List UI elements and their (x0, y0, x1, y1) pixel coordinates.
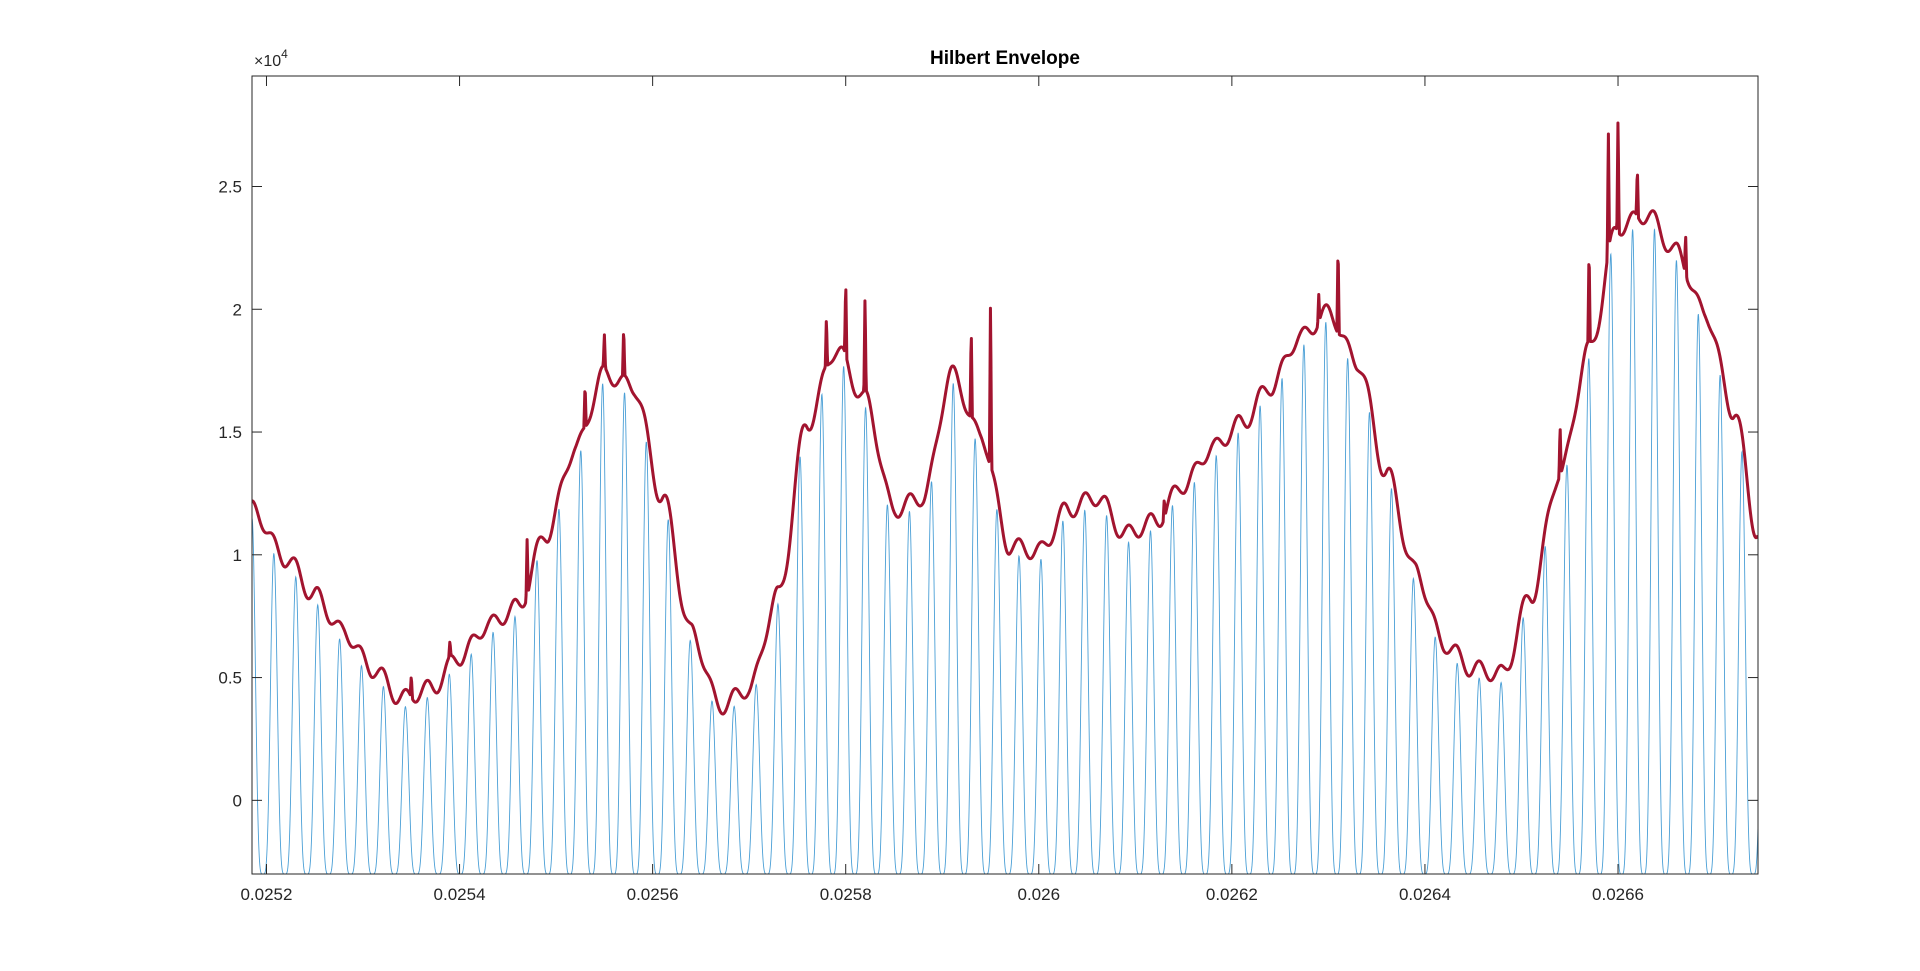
y-tick-label: 0 (233, 791, 242, 810)
y-tick-label: 1.5 (218, 423, 242, 442)
y-tick-label: 1 (233, 546, 242, 565)
y-tick-label: 2 (233, 300, 242, 319)
chart-title: Hilbert Envelope (930, 48, 1080, 69)
y-exponent-power: 4 (281, 47, 288, 61)
y-tick-label: 0.5 (218, 669, 242, 688)
axes-background (252, 76, 1758, 874)
y-axis-ticks: 0 0.5 1 1.5 2 2.5 (218, 177, 1758, 810)
x-axis-ticks: 0.0252 0.0254 0.0256 0.0258 0.026 0.0262 0.026… (240, 76, 1644, 904)
envelope-series (252, 121, 1758, 716)
x-tick-label: 0.0256 (627, 885, 679, 904)
axes-box (251, 75, 1759, 875)
x-tick-label: 0.0258 (820, 885, 872, 904)
x-tick-label: 0.026 (1018, 885, 1061, 904)
envelope-line (252, 121, 1758, 716)
x-tick-label: 0.0264 (1399, 885, 1451, 904)
x-tick-label: 0.0262 (1206, 885, 1258, 904)
x-tick-label: 0.0252 (240, 885, 292, 904)
y-exponent-base: ×10 (254, 53, 281, 70)
y-tick-label: 2.5 (218, 177, 242, 196)
x-tick-label: 0.0254 (434, 885, 486, 904)
x-tick-label: 0.0266 (1592, 885, 1644, 904)
y-exponent-label: ×104 (254, 47, 288, 70)
